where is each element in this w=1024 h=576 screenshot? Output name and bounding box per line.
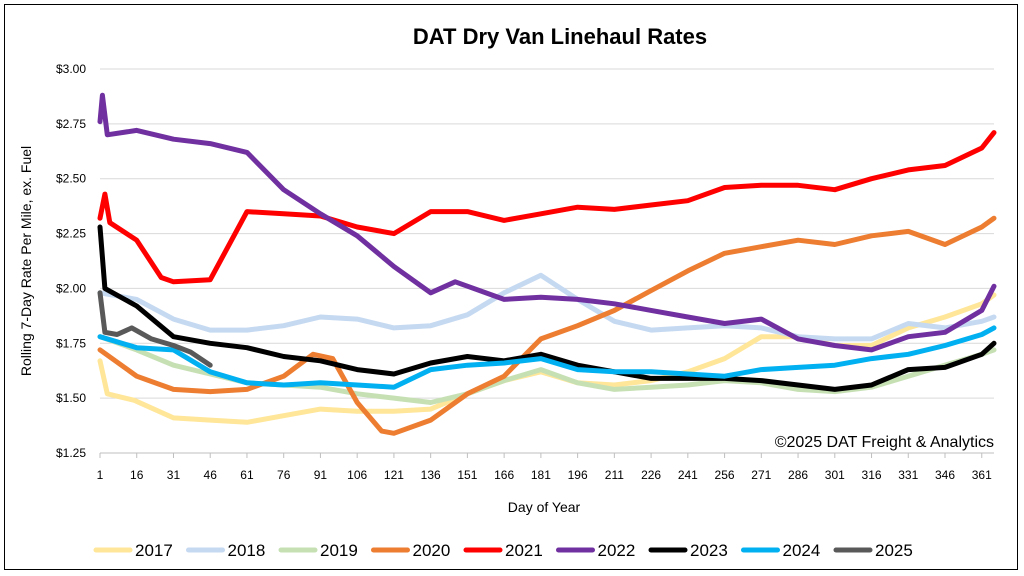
x-tick-label: 76: [277, 468, 291, 482]
series-line-2018: [97, 272, 997, 342]
y-tick-label: $2.75: [56, 117, 86, 131]
chart-title: DAT Dry Van Linehaul Rates: [413, 24, 707, 49]
x-tick-label: 286: [788, 468, 808, 482]
legend-label-2020: 2020: [413, 541, 451, 560]
x-tick-label: 46: [204, 468, 218, 482]
y-tick-label: $2.00: [56, 281, 86, 295]
legend-label-2018: 2018: [228, 541, 266, 560]
x-tick-label: 256: [715, 468, 735, 482]
legend-label-2022: 2022: [598, 541, 636, 560]
x-tick-label: 1: [97, 468, 104, 482]
x-tick-label: 61: [240, 468, 254, 482]
grid-lines: [100, 68, 994, 454]
y-tick-label: $1.75: [56, 336, 86, 350]
x-tick-label: 346: [935, 468, 955, 482]
x-tick-label: 181: [531, 468, 551, 482]
legend-label-2025: 2025: [875, 541, 913, 560]
x-tick-label: 241: [678, 468, 698, 482]
x-tick-label: 166: [494, 468, 514, 482]
series-line-2023: [97, 224, 997, 392]
x-tick-label: 121: [384, 468, 404, 482]
series-line-2025: [97, 290, 213, 368]
series-line-2020: [97, 215, 997, 436]
y-tick-label: $1.25: [56, 446, 86, 460]
series-line-2024: [97, 325, 997, 390]
x-tick-label: 211: [605, 468, 624, 482]
x-tick-label: 196: [568, 468, 588, 482]
x-tick-label: 91: [314, 468, 328, 482]
copyright-annotation: ©2025 DAT Freight & Analytics: [775, 434, 994, 451]
legend-label-2017: 2017: [135, 541, 173, 560]
y-tick-label: $2.25: [56, 227, 86, 241]
x-tick-label: 226: [641, 468, 661, 482]
series-line-2021: [97, 130, 997, 285]
x-axis-title: Day of Year: [508, 499, 581, 515]
legend-label-2019: 2019: [320, 541, 358, 560]
series-lines: [97, 92, 997, 436]
x-axis-ticks: 1 16 31 46 61 76 91 106 121 136 151 166 181 196 211 226…: [97, 453, 992, 482]
x-tick-label: 31: [167, 468, 181, 482]
x-tick-label: 16: [130, 468, 144, 482]
y-axis-ticks: $1.25 $1.50 $1.75 $2.00 $2.25 $2.50 $2.75 $3.00: [56, 62, 86, 460]
y-axis-title: Rolling 7-Day Rate Per Mile, ex. Fuel: [18, 146, 34, 376]
x-tick-label: 361: [972, 468, 992, 482]
legend: 2017 2018 2019 2020 2021 2022 2023 2024 2025: [93, 541, 913, 560]
x-tick-label: 106: [347, 468, 367, 482]
y-tick-label: $3.00: [56, 62, 86, 76]
x-tick-label: 136: [421, 468, 441, 482]
y-tick-label: $2.50: [56, 172, 86, 186]
x-tick-label: 301: [825, 468, 845, 482]
legend-label-2023: 2023: [690, 541, 728, 560]
x-tick-label: 151: [457, 468, 477, 482]
x-tick-label: 331: [898, 468, 918, 482]
legend-label-2024: 2024: [783, 541, 821, 560]
x-tick-label: 271: [751, 468, 771, 482]
series-line-2022: [97, 92, 997, 353]
x-tick-label: 316: [862, 468, 882, 482]
y-tick-label: $1.50: [56, 391, 86, 405]
legend-label-2021: 2021: [505, 541, 543, 560]
